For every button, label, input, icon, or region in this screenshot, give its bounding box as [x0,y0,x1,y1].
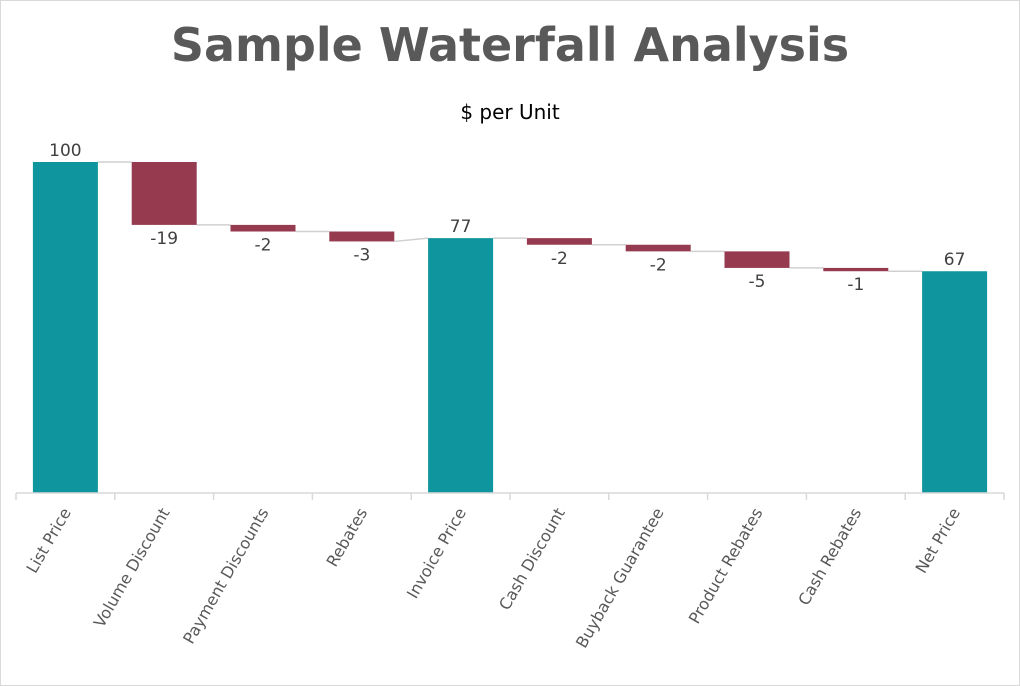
bar-payment-discounts [230,224,296,232]
chart-title: Sample Waterfall Analysis [170,18,850,72]
data-label: -5 [749,272,766,292]
category-label: Rebates [322,505,371,570]
data-label: 100 [49,141,81,161]
category-label: Buyback Guarantee [572,505,668,652]
data-label: -3 [353,245,370,265]
category-label: Net Price [912,505,965,577]
bar-product-rebates [724,251,790,268]
data-label: -1 [847,275,864,295]
bar-cash-discount [526,238,592,245]
category-label: Cash Rebates [794,505,865,609]
category-label: Volume Discount [90,505,174,631]
category-label: Product Rebates [685,505,767,628]
bar-list-price [32,162,98,493]
category-label: Cash Discount [495,505,569,614]
data-label: -19 [150,229,178,249]
category-label: Payment Discounts [179,505,272,648]
data-label: -2 [551,249,568,269]
category-label: Invoice Price [403,504,470,601]
bar-invoice-price [428,238,494,493]
bar-rebates [329,231,395,242]
chart-subtitle: $ per Unit [460,100,560,124]
data-label: -2 [255,236,272,256]
data-label: 77 [450,217,472,237]
bar-volume-discount [131,162,197,225]
bar-net-price [922,271,988,493]
data-label: 67 [944,250,966,270]
connector-line [394,237,429,243]
bar-buyback-guarantee [625,244,691,252]
data-label: -2 [650,255,667,275]
category-label: List Price [22,505,75,577]
bar-cash-rebates [823,267,889,272]
